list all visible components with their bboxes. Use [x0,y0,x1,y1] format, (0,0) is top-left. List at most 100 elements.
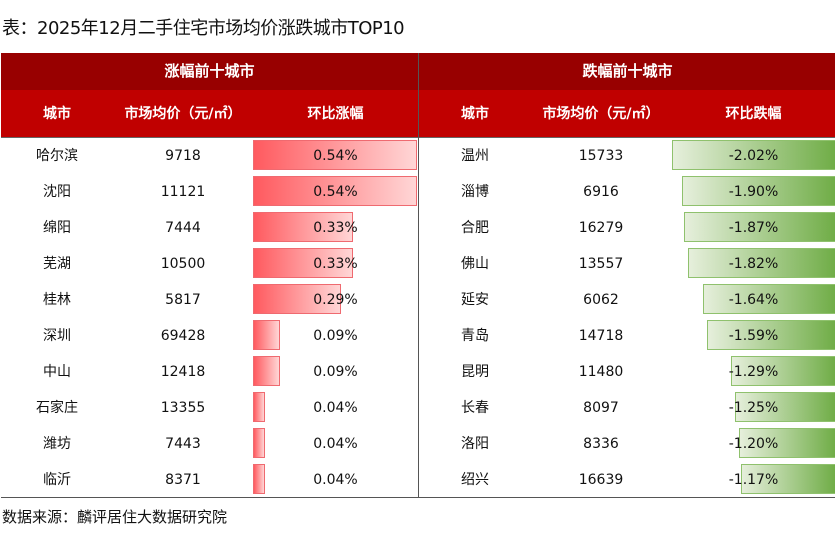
fall-bar [706,320,835,350]
price-cell: 16639 [578,472,624,488]
city-cell: 中山 [43,364,71,380]
city-cell: 合肥 [461,220,489,236]
column-header-price: 市场均价（元/㎡） [124,105,242,122]
city-cell: 佛山 [461,256,489,272]
city-cell: 长春 [461,400,489,416]
column-header-row: 城市 市场均价（元/㎡） 环比涨幅 [1,90,418,138]
city-cell: 深圳 [43,328,71,344]
table-row: 绍兴 16639 -1.17% [419,462,835,498]
city-cell: 绍兴 [461,472,489,488]
fall-bar [688,248,835,278]
price-cell: 69428 [160,328,206,344]
price-cell: 6916 [583,184,619,200]
change-cell: -1.64% [728,292,779,308]
column-header-city: 城市 [43,105,71,122]
price-cell: 12418 [160,364,206,380]
rise-table: 涨幅前十城市 城市 市场均价（元/㎡） 环比涨幅 哈尔滨 9718 0.54% … [1,53,418,498]
change-cell: 0.33% [313,220,358,236]
column-header-change: 环比涨幅 [307,105,364,122]
city-cell: 淄博 [461,184,489,200]
table-row: 绵阳 7444 0.33% [1,210,418,246]
city-cell: 昆明 [461,364,489,380]
fall-bar [672,140,835,170]
table-title: 表：2025年12月二手住宅市场均价涨跌城市TOP10 [2,18,405,39]
change-cell: -1.25% [728,400,779,416]
rise-bar [253,212,354,242]
price-cell: 11121 [160,184,206,200]
price-cell: 8097 [583,400,619,416]
change-cell: 0.09% [313,364,358,380]
change-cell: -1.82% [728,256,779,272]
change-cell: -1.29% [728,364,779,380]
change-cell: -1.59% [728,328,779,344]
table-row: 温州 15733 -2.02% [419,138,835,174]
table-row: 中山 12418 0.09% [1,354,418,390]
change-cell: 0.09% [313,328,358,344]
price-cell: 8371 [165,472,201,488]
city-cell: 桂林 [43,292,71,308]
fall-bar [681,176,835,206]
fall-bar [684,212,835,242]
table-row: 沈阳 11121 0.54% [1,174,418,210]
price-cell: 15733 [578,148,624,164]
price-cell: 7443 [165,436,201,452]
city-cell: 潍坊 [43,436,71,452]
fall-bar [734,392,835,422]
city-cell: 哈尔滨 [36,148,78,164]
fall-table: 跌幅前十城市 城市 市场均价（元/㎡） 环比跌幅 温州 15733 -2.02%… [418,53,835,498]
price-cell: 9718 [165,148,201,164]
price-cell: 11480 [578,364,624,380]
change-cell: -1.87% [728,220,779,236]
price-cell: 16279 [578,220,624,236]
table-row: 长春 8097 -1.25% [419,390,835,426]
table-row: 洛阳 8336 -1.20% [419,426,835,462]
price-cell: 10500 [160,256,206,272]
price-cell: 5817 [165,292,201,308]
table-row: 深圳 69428 0.09% [1,318,418,354]
column-header-price: 市场均价（元/㎡） [542,105,660,122]
change-cell: -1.20% [728,436,779,452]
change-cell: 0.54% [313,148,358,164]
change-cell: 0.29% [313,292,358,308]
price-cell: 13557 [578,256,624,272]
fall-bar [741,464,835,494]
table-row: 合肥 16279 -1.87% [419,210,835,246]
source-note: 数据来源：麟评居住大数据研究院 [2,508,228,526]
change-cell: -1.17% [728,472,779,488]
rise-bar [253,284,342,314]
table-row: 昆明 11480 -1.29% [419,354,835,390]
change-cell: 0.04% [313,436,358,452]
change-cell: 0.04% [313,400,358,416]
city-cell: 临沂 [43,472,71,488]
table-row: 石家庄 13355 0.04% [1,390,418,426]
rise-bar [253,140,417,170]
city-cell: 沈阳 [43,184,71,200]
city-cell: 芜湖 [43,256,71,272]
city-cell: 洛阳 [461,436,489,452]
fall-bar [702,284,835,314]
change-cell: -2.02% [728,148,779,164]
column-header-change: 环比跌幅 [725,105,782,122]
city-cell: 石家庄 [36,400,78,416]
city-cell: 绵阳 [43,220,71,236]
price-cell: 14718 [578,328,624,344]
change-cell: 0.04% [313,472,358,488]
table-row: 佛山 13557 -1.82% [419,246,835,282]
rise-bar [253,392,266,422]
rise-bar [253,248,354,278]
change-cell: -1.90% [728,184,779,200]
table-row: 哈尔滨 9718 0.54% [1,138,418,174]
column-header-row: 城市 市场均价（元/㎡） 环比跌幅 [419,90,835,138]
rise-bar [253,428,266,458]
table-row: 临沂 8371 0.04% [1,462,418,498]
city-cell: 延安 [461,292,489,308]
table-row: 延安 6062 -1.64% [419,282,835,318]
table-row: 芜湖 10500 0.33% [1,246,418,282]
fall-bar [731,356,835,386]
price-cell: 13355 [160,400,206,416]
table-row: 潍坊 7443 0.04% [1,426,418,462]
column-header-city: 城市 [461,105,489,122]
fall-bar [738,428,835,458]
group-header: 涨幅前十城市 [1,53,418,90]
price-cell: 6062 [583,292,619,308]
